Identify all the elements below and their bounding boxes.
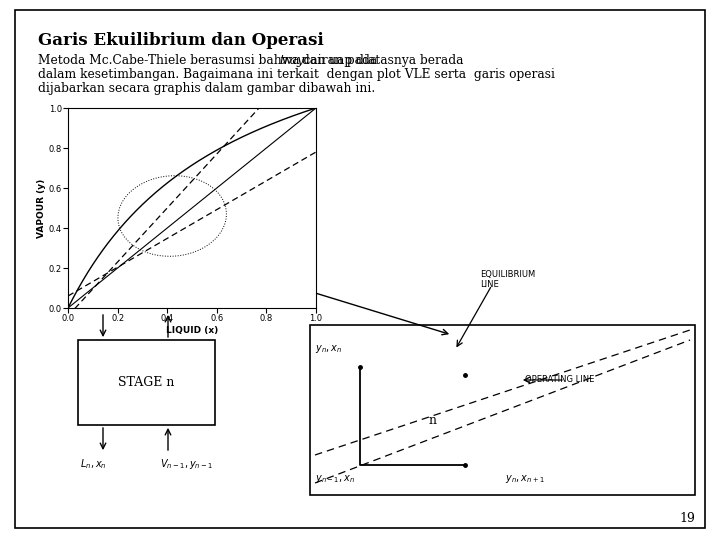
Text: dan uap diatasnya berada: dan uap diatasnya berada xyxy=(298,54,464,67)
Text: OPERATING LINE: OPERATING LINE xyxy=(525,375,595,384)
Text: n: n xyxy=(428,415,436,428)
Text: 19: 19 xyxy=(679,512,695,525)
Text: dijabarkan secara graphis dalam gambar dibawah ini.: dijabarkan secara graphis dalam gambar d… xyxy=(38,82,375,95)
Text: $y_n, x_{n+1}$: $y_n, x_{n+1}$ xyxy=(505,473,545,485)
Text: $L_{n+1}, x_{n+1}$: $L_{n+1}, x_{n+1}$ xyxy=(80,294,132,308)
Bar xyxy=(310,325,695,495)
Bar xyxy=(78,340,215,425)
Text: dalam kesetimbangan. Bagaimana ini terkait  dengan plot VLE serta  garis operasi: dalam kesetimbangan. Bagaimana ini terka… xyxy=(38,68,555,81)
Text: $y_{n-1}, x_n$: $y_{n-1}, x_n$ xyxy=(315,473,355,485)
Text: $V_{n-1}, y_{n-1}$: $V_{n-1}, y_{n-1}$ xyxy=(160,457,213,471)
X-axis label: LIQUID (x): LIQUID (x) xyxy=(166,326,218,335)
Text: $V_n, y_n$: $V_n, y_n$ xyxy=(160,294,188,308)
Text: $L_n, x_n$: $L_n, x_n$ xyxy=(80,457,107,471)
Text: $y_n, x_n$: $y_n, x_n$ xyxy=(315,343,342,355)
Text: Garis Ekuilibrium dan Operasi: Garis Ekuilibrium dan Operasi xyxy=(38,32,324,49)
Text: Metoda Mc.Cabe-Thiele berasumsi bahwa cairan pada: Metoda Mc.Cabe-Thiele berasumsi bahwa ca… xyxy=(38,54,381,67)
Text: tray: tray xyxy=(279,54,304,67)
Y-axis label: VAPOUR (y): VAPOUR (y) xyxy=(37,178,46,238)
Text: STAGE n: STAGE n xyxy=(118,376,175,389)
Text: EQUILIBRIUM
LINE: EQUILIBRIUM LINE xyxy=(480,270,535,289)
